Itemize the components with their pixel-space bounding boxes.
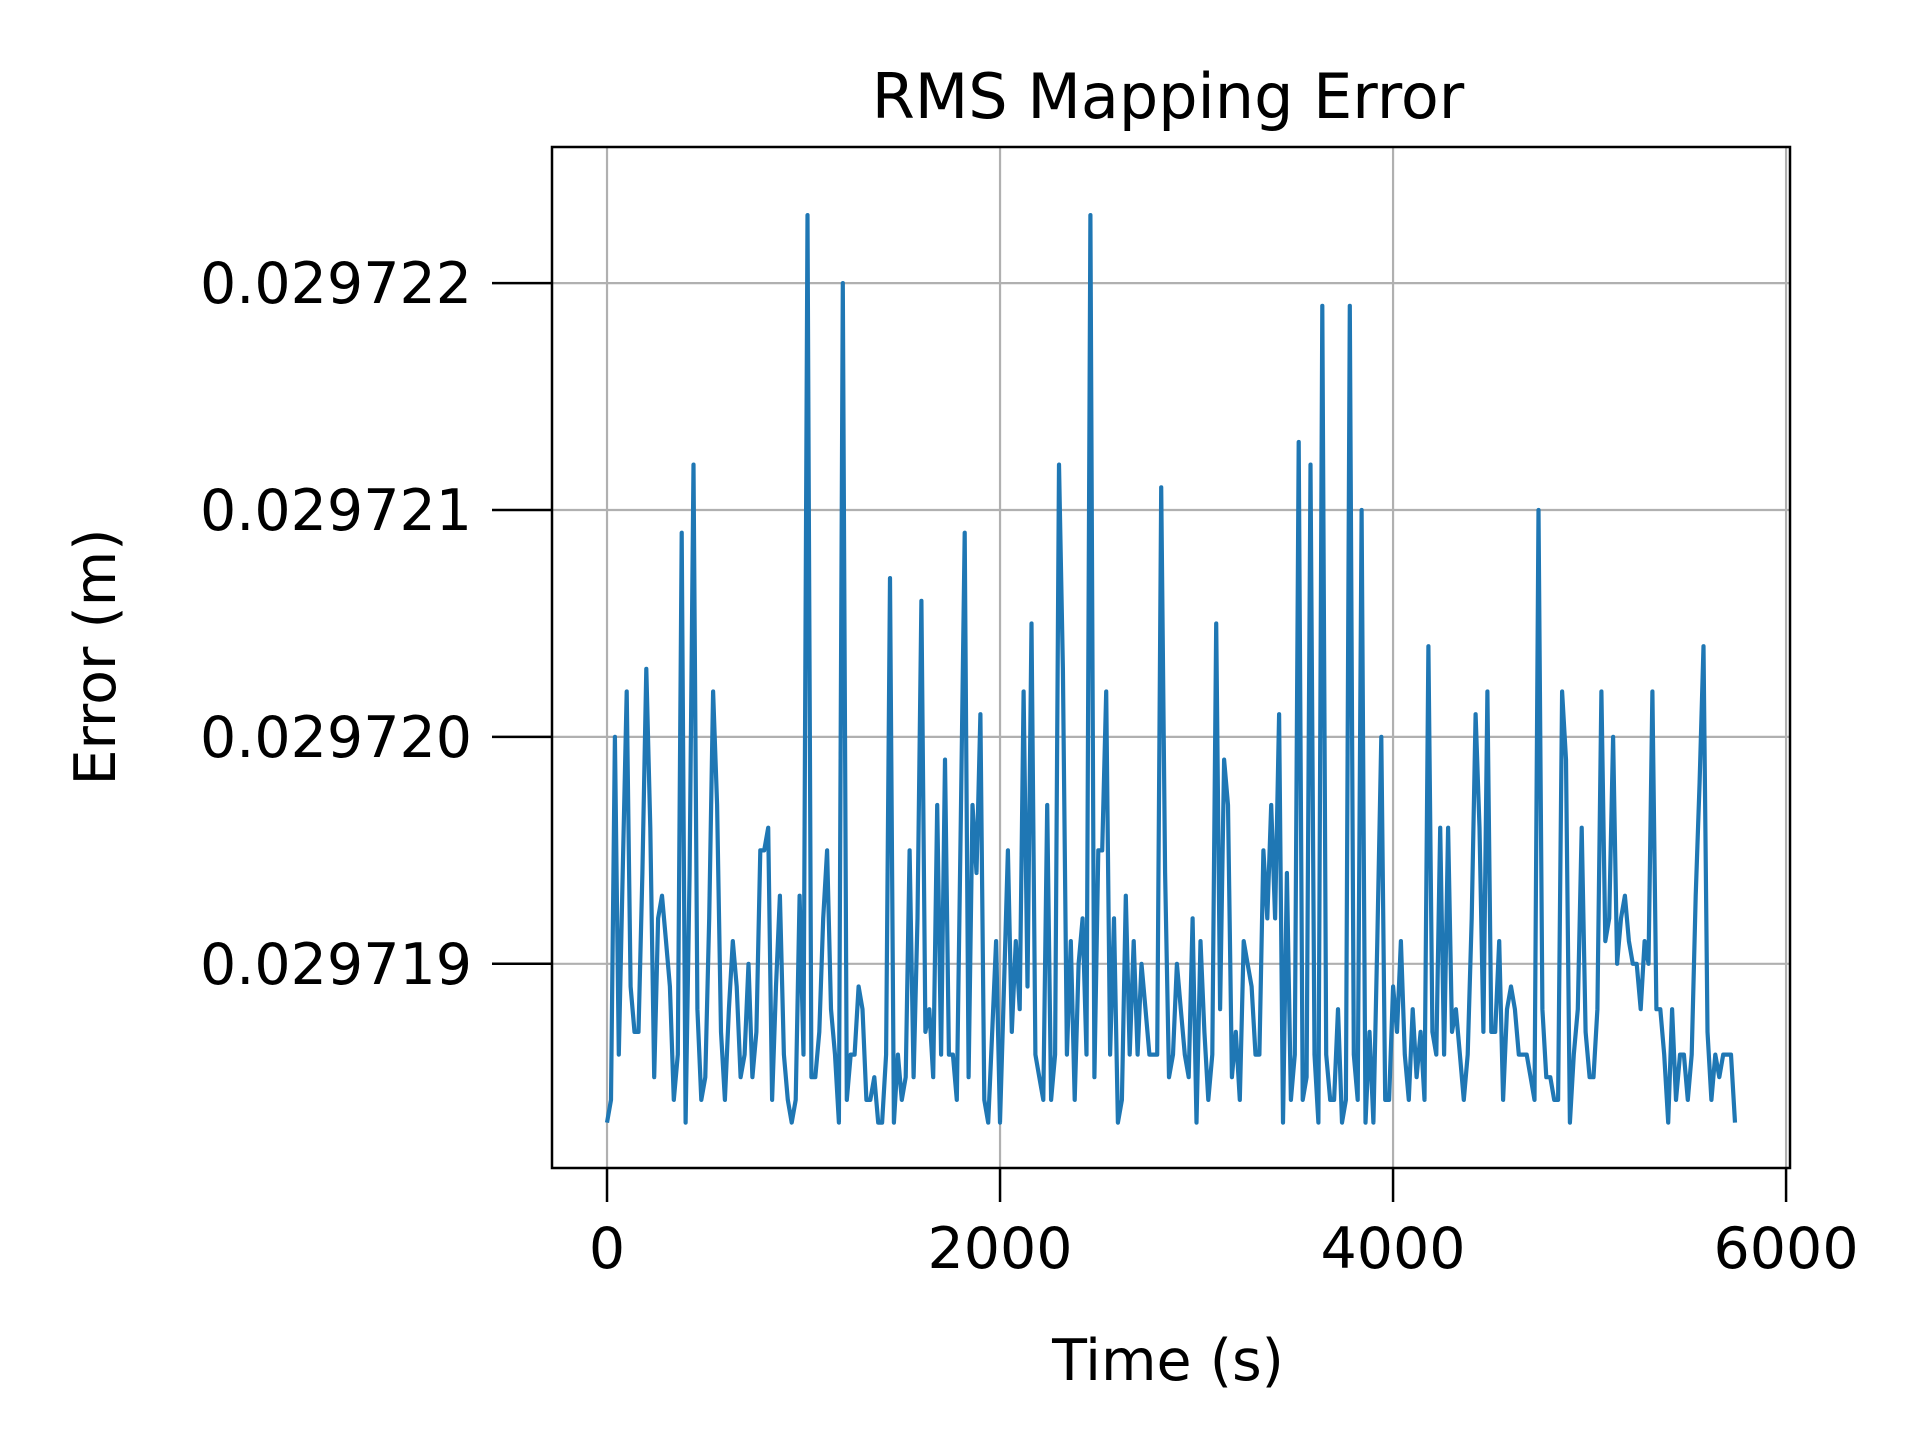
y-tick-label: 0.029719 <box>200 932 472 998</box>
x-tick-label: 0 <box>589 1216 625 1282</box>
x-tick-label: 6000 <box>1714 1216 1859 1282</box>
y-tick-label: 0.029720 <box>200 705 472 771</box>
x-tick-label: 2000 <box>928 1216 1073 1282</box>
x-tick-label: 4000 <box>1321 1216 1466 1282</box>
series-line-0 <box>604 213 1738 1125</box>
y-tick-label: 0.029722 <box>200 251 472 317</box>
x-axis: 0 2000 4000 6000 <box>589 1168 1859 1282</box>
y-axis: 0.029719 0.029720 0.029721 0.029722 <box>200 251 552 998</box>
y-axis-label: Error (m) <box>63 528 129 785</box>
series-layer <box>604 213 1738 1125</box>
plot-frame <box>550 145 1792 1170</box>
y-tick-label: 0.029721 <box>200 478 472 544</box>
chart-title: RMS Mapping Error <box>872 60 1465 133</box>
x-axis-label: Time (s) <box>1051 1328 1284 1394</box>
